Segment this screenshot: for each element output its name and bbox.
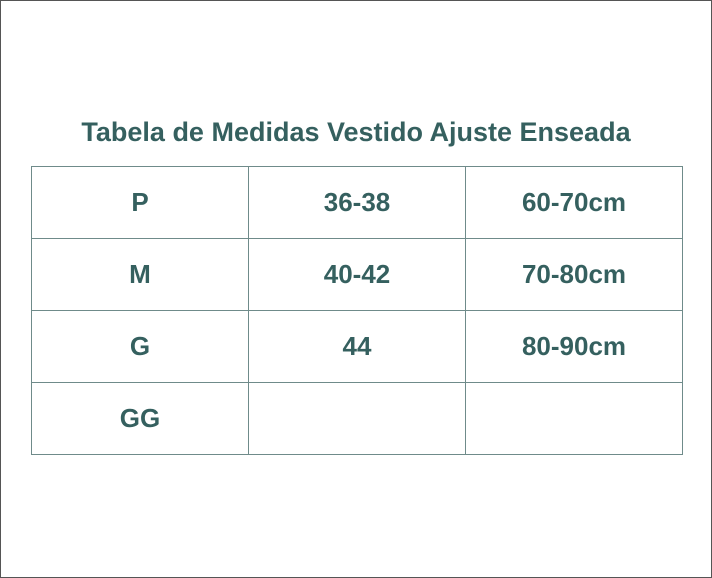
table-row: G 44 80-90cm <box>31 310 683 383</box>
numbering-cell: 36-38 <box>248 166 466 239</box>
table-row: M 40-42 70-80cm <box>31 238 683 311</box>
page-title: Tabela de Medidas Vestido Ajuste Enseada <box>81 117 631 147</box>
table-row: P 36-38 60-70cm <box>31 166 683 239</box>
size-cell: P <box>31 166 249 239</box>
measure-cell: 70-80cm <box>465 238 683 311</box>
measure-cell <box>465 382 683 455</box>
numbering-cell <box>248 382 466 455</box>
numbering-cell: 44 <box>248 310 466 383</box>
size-cell: M <box>31 238 249 311</box>
numbering-cell: 40-42 <box>248 238 466 311</box>
table-row: GG <box>31 382 683 455</box>
size-cell: GG <box>31 382 249 455</box>
size-cell: G <box>31 310 249 383</box>
size-table: P 36-38 60-70cm M 40-42 70-80cm G 44 80-… <box>31 166 683 455</box>
measure-cell: 80-90cm <box>465 310 683 383</box>
measure-cell: 60-70cm <box>465 166 683 239</box>
